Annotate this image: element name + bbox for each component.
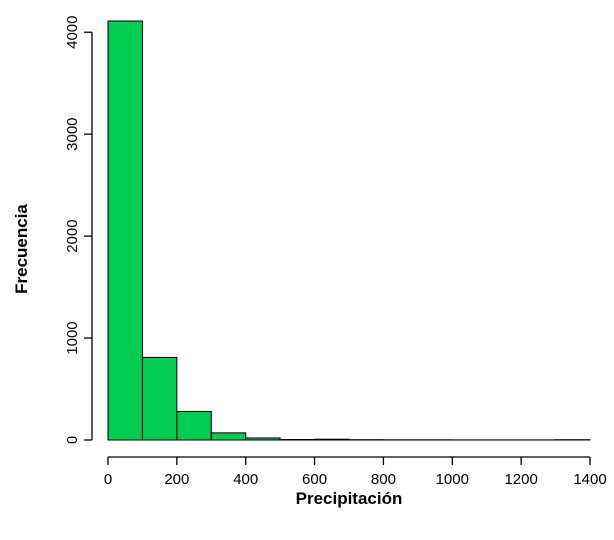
y-tick-label: 0 [64, 436, 81, 444]
x-tick-label: 600 [302, 471, 327, 488]
x-tick-label: 800 [371, 471, 396, 488]
histogram-bar [141, 356, 178, 441]
x-tick-label: 200 [164, 471, 189, 488]
x-axis-title: Precipitación [296, 489, 403, 508]
histogram-bar [210, 432, 247, 441]
y-axis: 0 1000 2000 3000 4000 [64, 16, 93, 444]
bars-group [107, 20, 591, 441]
y-tick-label: 4000 [64, 16, 81, 49]
x-tick-label: 1400 [573, 471, 606, 488]
histogram-bar [107, 20, 143, 441]
histogram-bar [279, 438, 316, 441]
y-tick-label: 2000 [64, 219, 81, 252]
histogram-bar [314, 438, 350, 441]
x-tick-label: 0 [104, 471, 112, 488]
y-axis-title: Frecuencia [12, 204, 31, 294]
y-tick-label: 3000 [64, 117, 81, 150]
x-tick-label: 400 [233, 471, 258, 488]
x-tick-label: 1000 [436, 471, 469, 488]
y-tick-label: 1000 [64, 321, 81, 354]
x-axis: 0 200 400 600 800 1000 1200 1400 [104, 456, 607, 488]
histogram-bar [245, 437, 281, 441]
histogram-bar [176, 410, 212, 441]
x-tick-label: 1200 [504, 471, 537, 488]
